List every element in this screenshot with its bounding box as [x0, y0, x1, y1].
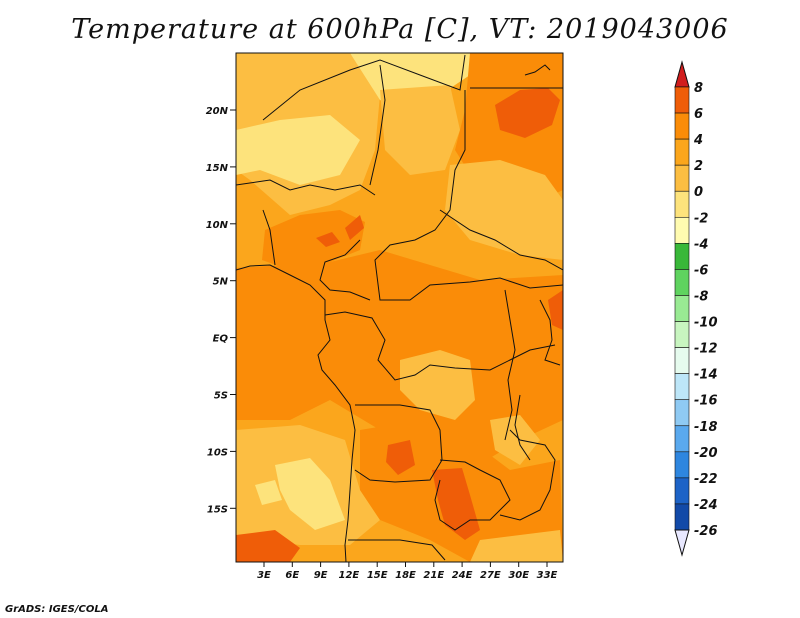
lon-label: 27E	[480, 570, 501, 581]
colorbar-label: -14	[694, 368, 718, 383]
colorbar-segment	[674, 295, 690, 322]
colorbar-label: -4	[694, 237, 708, 252]
lat-label: 10S	[207, 447, 228, 458]
lon-label: 15E	[367, 570, 388, 581]
colorbar-segment	[674, 138, 690, 166]
lat-label: 10N	[206, 220, 229, 231]
colorbar-label: -16	[694, 394, 718, 409]
colorbar-label: 8	[694, 81, 703, 96]
colorbar-label: 4	[693, 133, 703, 148]
lon-label: 24E	[452, 570, 473, 581]
lat-label: 15S	[207, 504, 228, 515]
colorbar-top-arrow	[674, 60, 690, 88]
grads-credit: GrADS: IGES/COLA	[5, 604, 109, 615]
colorbar-label: -6	[694, 263, 708, 278]
colorbar-label: -18	[694, 420, 718, 435]
colorbar-segment	[674, 347, 690, 374]
lon-label: 12E	[339, 570, 360, 581]
colorbar-label: 0	[694, 185, 703, 200]
colorbar-segment	[674, 164, 690, 192]
colorbar-label: -26	[694, 524, 718, 539]
colorbar-label: -20	[694, 446, 718, 461]
colorbar-segment	[674, 216, 690, 244]
lat-label: 15N	[206, 163, 229, 174]
country-borders	[236, 54, 563, 562]
longitude-axis: 3E 6E 9E 12E 15E 18E 21E 24E 27E 30E 33E	[257, 562, 558, 581]
colorbar-segment	[674, 269, 690, 296]
colorbar-label: -10	[694, 316, 718, 331]
colorbar-label: -8	[694, 289, 708, 304]
lon-label: 9E	[314, 570, 328, 581]
colorbar-segment	[674, 321, 690, 348]
lon-label: 3E	[257, 570, 271, 581]
colorbar-label: -24	[694, 498, 718, 513]
colorbar-label: 6	[694, 107, 703, 122]
colorbar-label: -22	[694, 472, 718, 487]
colorbar-segment	[674, 112, 690, 140]
map-frame	[235, 52, 564, 563]
colorbar-segment	[674, 86, 690, 114]
colorbar: 8 6 4 2 0 -2 -4 -6 -8 -10 -12 -14 -16 -18 -20 -22 -24 -26	[674, 60, 718, 557]
colorbar-segment	[674, 503, 690, 531]
map-title: Temperature at 600hPa [C], VT: 201904300…	[71, 14, 729, 45]
lon-label: 18E	[395, 570, 416, 581]
colorbar-segment	[674, 425, 690, 453]
lat-label: 20N	[206, 106, 229, 117]
colorbar-label: -2	[694, 211, 708, 226]
lon-label: 6E	[285, 570, 299, 581]
lon-label: 30E	[508, 570, 529, 581]
lat-label: EQ	[213, 334, 229, 345]
latitude-axis: 20N 15N 10N 5N EQ 5S 10S 15S	[206, 106, 236, 515]
lat-label: 5S	[214, 391, 228, 402]
colorbar-segment	[674, 399, 690, 427]
colorbar-segment	[674, 373, 690, 401]
lon-label: 21E	[423, 570, 444, 581]
lon-label: 33E	[537, 570, 558, 581]
colorbar-segment	[674, 243, 690, 270]
colorbar-label: -12	[694, 342, 718, 357]
temperature-field	[236, 53, 563, 562]
colorbar-segment	[674, 190, 690, 218]
lat-label: 5N	[213, 277, 229, 288]
colorbar-label: 2	[694, 159, 703, 174]
colorbar-bottom-arrow	[674, 529, 690, 557]
colorbar-segment	[674, 477, 690, 505]
colorbar-segment	[674, 451, 690, 479]
